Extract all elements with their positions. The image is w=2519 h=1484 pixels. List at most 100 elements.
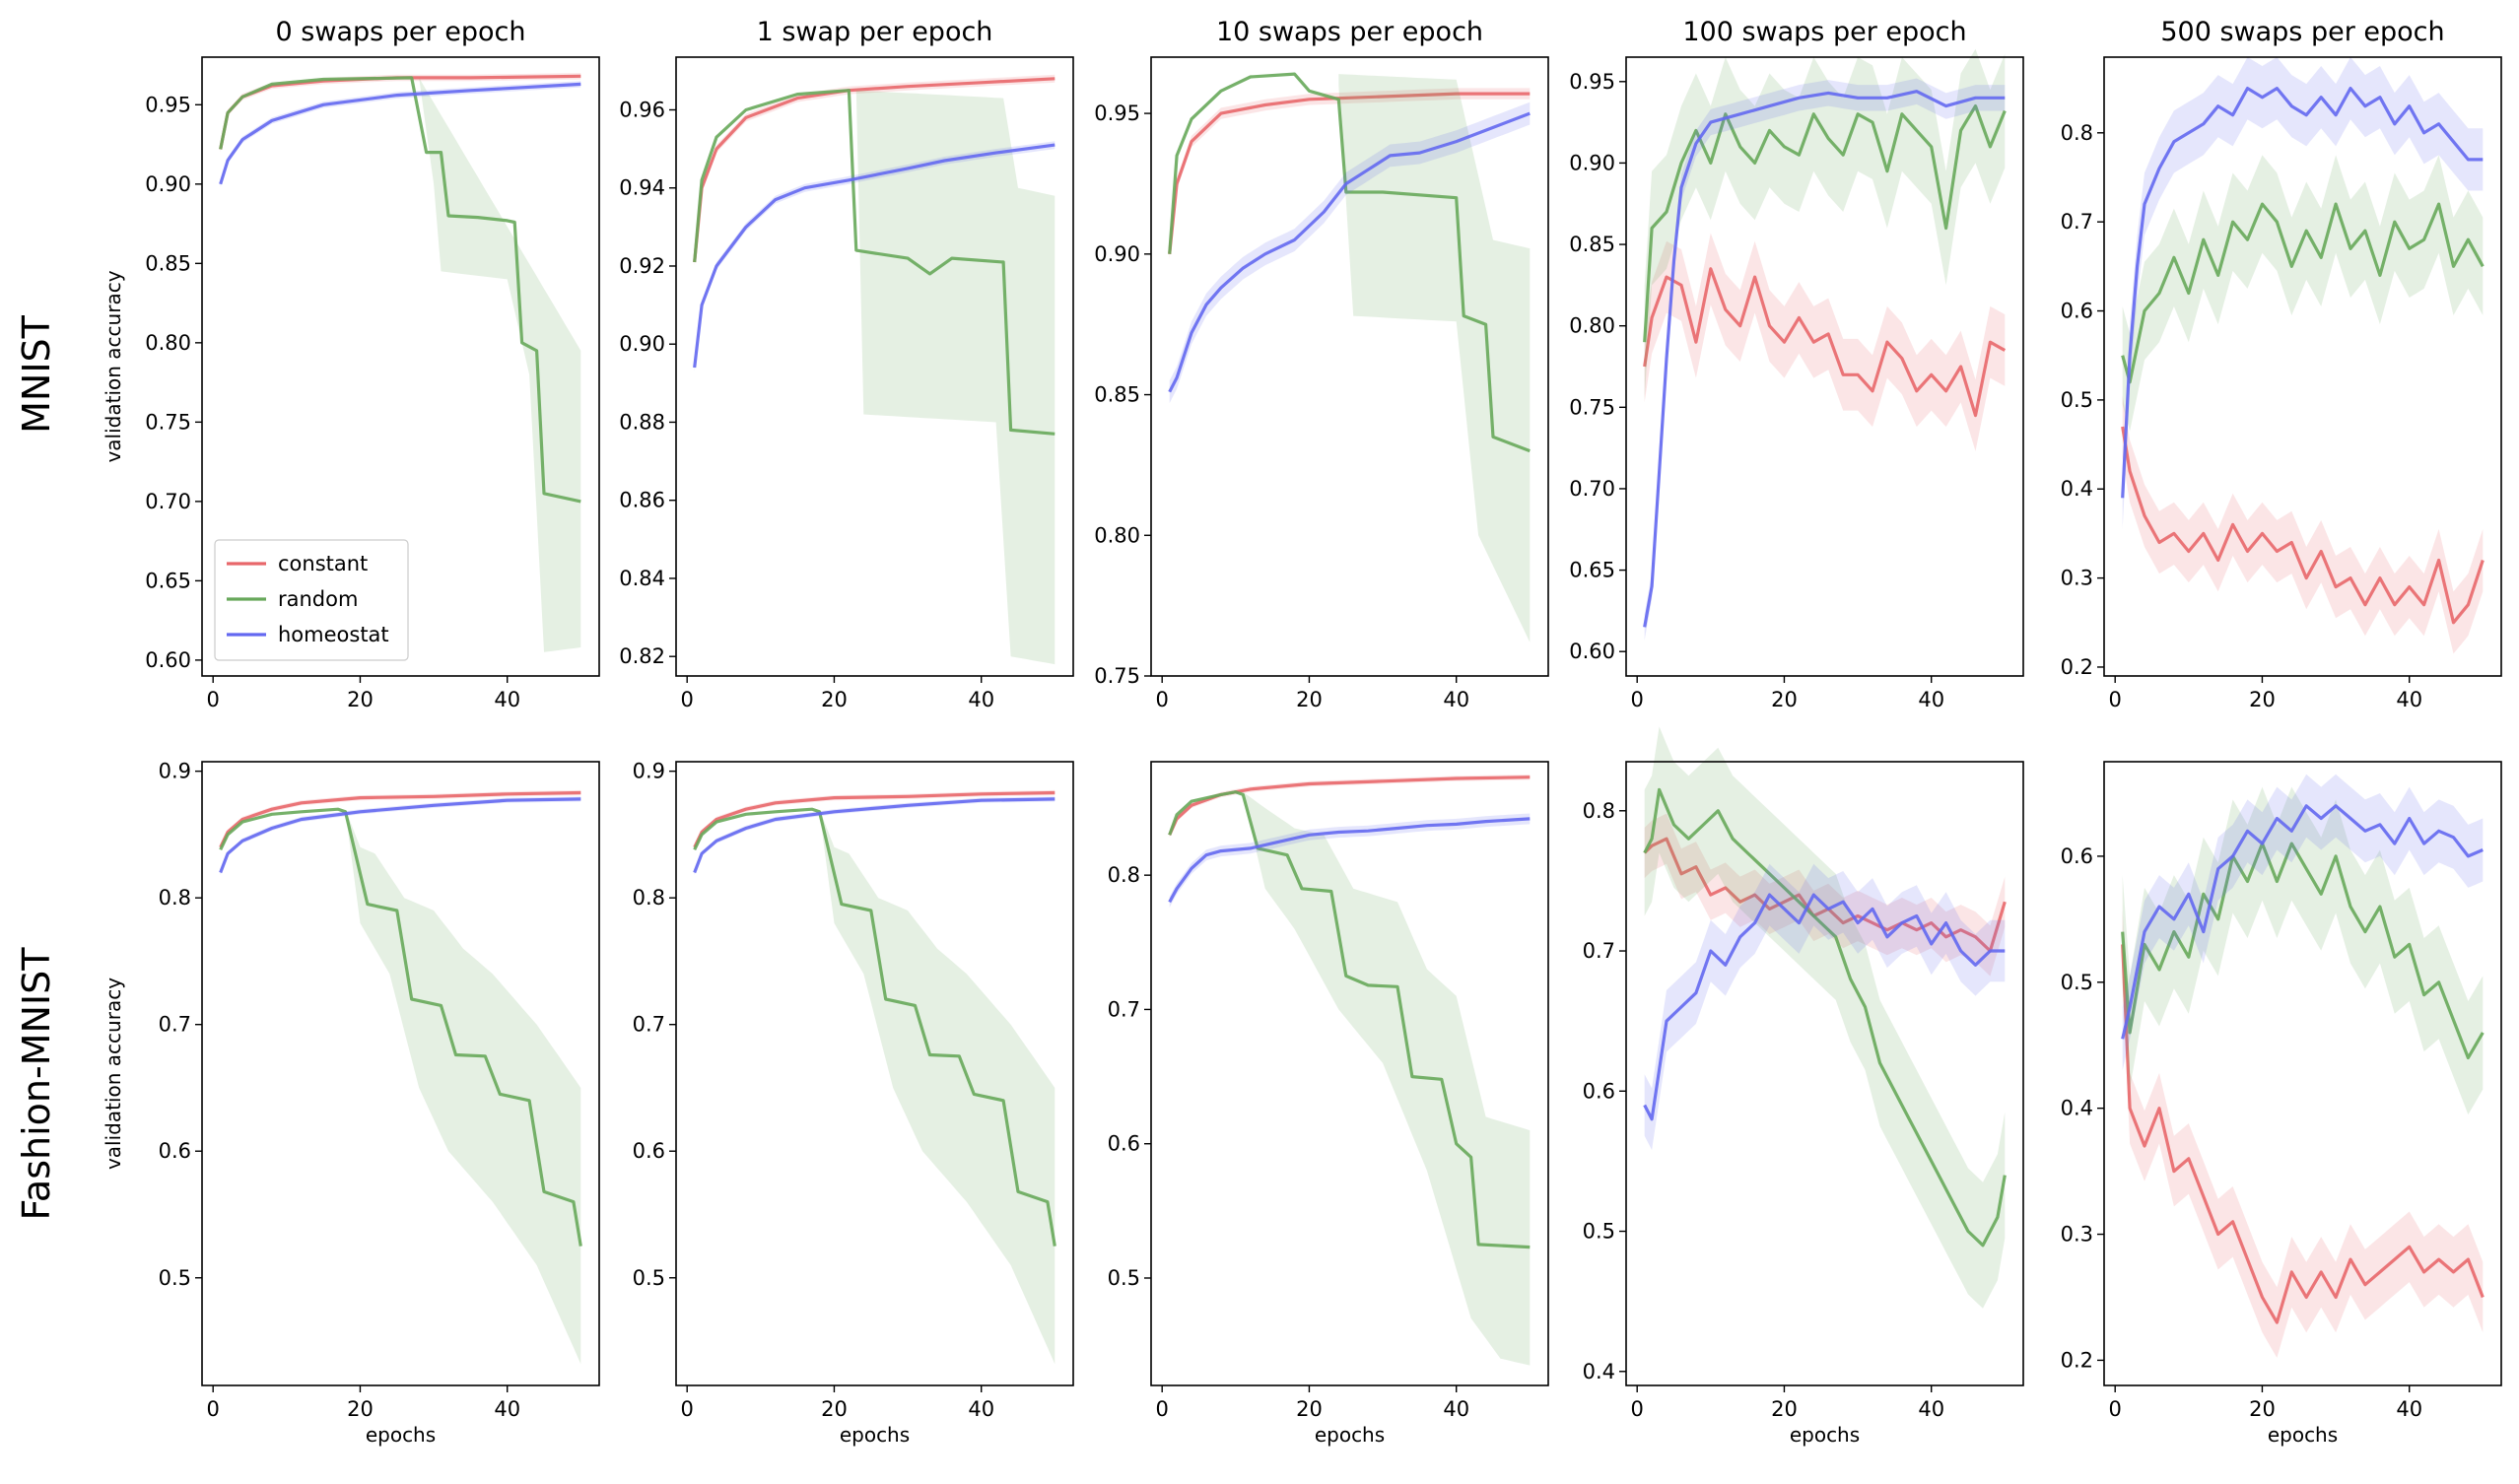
panel-title: 100 swaps per epoch	[1682, 17, 1966, 47]
x-tick-label: 0	[2109, 688, 2122, 711]
series-line-homeostat	[1168, 111, 1531, 393]
y-tick-label: 0.2	[2061, 655, 2093, 679]
y-tick-label: 0.5	[633, 1266, 665, 1290]
series-band-constant	[1644, 233, 2006, 451]
x-tick-label: 40	[968, 688, 994, 711]
x-tick-label: 0	[1631, 1397, 1644, 1421]
x-tick-label: 0	[1156, 1397, 1169, 1421]
series-line-random	[693, 807, 1056, 1247]
series-band-random	[819, 809, 1055, 1365]
y-tick-label: 0.80	[145, 331, 191, 355]
series-line-constant	[693, 790, 1055, 848]
series-line-random	[2121, 842, 2485, 1060]
y-tick-label: 0.70	[145, 490, 191, 513]
x-tick-label: 20	[2249, 1397, 2276, 1421]
y-tick-label: 0.88	[619, 410, 665, 434]
y-tick-label: 0.8	[1108, 863, 1140, 887]
series-line-constant	[2121, 944, 2485, 1324]
legend-label-homeostat: homeostat	[278, 623, 389, 646]
panel-title: 1 swap per epoch	[757, 17, 993, 47]
y-tick-label: 0.6	[159, 1139, 191, 1163]
y-tick-label: 0.7	[159, 1013, 191, 1037]
x-axis-label: epochs	[366, 1423, 436, 1447]
plot-frame	[1625, 56, 2024, 677]
chart-panel: 0 20 40 0.2 0.3 0.4 0.5 0.6 epochs	[2061, 761, 2502, 1447]
series-line-homeostat	[1643, 893, 2006, 1121]
y-tick-label: 0.2	[2061, 1348, 2093, 1372]
series-line-homeostat	[219, 82, 581, 185]
y-tick-label: 0.94	[619, 176, 665, 200]
y-tick-label: 0.8	[2061, 121, 2093, 145]
x-tick-label: 0	[207, 688, 220, 711]
panel-title: 0 swaps per epoch	[276, 17, 526, 47]
x-tick-label: 0	[681, 688, 694, 711]
series-band-random	[2122, 786, 2484, 1115]
y-tick-label: 0.95	[145, 93, 191, 116]
legend: constant random homeostat	[214, 539, 409, 661]
y-tick-label: 0.84	[619, 567, 665, 590]
y-tick-label: 0.5	[159, 1266, 191, 1290]
series-band-homeostat	[694, 796, 1055, 875]
x-tick-label: 0	[681, 1397, 694, 1421]
x-tick-label: 20	[1771, 688, 1798, 711]
chart-panel: 0 20 40 0.5 0.6 0.7 0.8 0.9 epochs	[633, 760, 1074, 1447]
plot-frame	[201, 56, 600, 677]
x-tick-label: 40	[968, 1397, 994, 1421]
chart-panel: 0 20 40 0.5 0.6 0.7 0.8 epochs	[1108, 761, 1549, 1447]
plot-frame	[675, 761, 1074, 1386]
panel-title: 10 swaps per epoch	[1216, 17, 1483, 47]
series-line-homeostat	[1643, 90, 2006, 628]
x-axis-label: epochs	[840, 1423, 910, 1447]
plot-frame	[675, 56, 1074, 677]
x-tick-label: 0	[1631, 688, 1644, 711]
series-line-constant	[1168, 776, 1531, 836]
x-tick-label: 40	[2396, 688, 2422, 711]
y-tick-label: 0.4	[2061, 477, 2093, 501]
y-tick-label: 0.95	[1569, 70, 1615, 94]
x-tick-label: 0	[1156, 688, 1169, 711]
series-band-constant	[2122, 909, 2484, 1358]
series-line-homeostat	[219, 797, 581, 874]
y-tick-label: 0.90	[619, 332, 665, 356]
y-tick-label: 0.60	[145, 648, 191, 672]
y-tick-label: 0.75	[145, 410, 191, 434]
plot-frame	[1150, 56, 1549, 677]
panel-grid: 0 20 400.600.650.700.750.800.850.900.950 s…	[102, 17, 2502, 1447]
x-tick-label: 20	[1296, 688, 1323, 711]
series-band-homeostat	[220, 81, 581, 187]
y-tick-label: 0.86	[619, 489, 665, 512]
y-tick-label: 0.7	[633, 1013, 665, 1037]
series-band-homeostat	[1644, 863, 2006, 1150]
series-band-random	[1644, 726, 2006, 1309]
y-tick-label: 0.60	[1569, 640, 1615, 663]
series-band-homeostat	[1169, 101, 1531, 404]
y-tick-label: 0.9	[633, 760, 665, 783]
chart-panel: 0 20 40 0.60 0.65 0.70 0.75 0.80 0.85 0.90 0.95 100…	[1569, 17, 2024, 711]
y-tick-label: 0.85	[145, 251, 191, 275]
chart-panel: 0 20 40 0.2 0.3 0.4 0.5 0.6 0.7 0.8 500 swaps per …	[2061, 17, 2502, 711]
series-line-random	[1643, 103, 2007, 343]
x-tick-label: 40	[1443, 688, 1469, 711]
series-band-random	[1338, 74, 1531, 642]
series-line-random	[693, 89, 1055, 436]
x-tick-label: 20	[1771, 1397, 1798, 1421]
series-band-random	[345, 809, 581, 1365]
y-tick-label: 0.3	[2061, 567, 2093, 590]
y-tick-label: 0.7	[2061, 210, 2093, 234]
x-tick-label: 20	[1296, 1397, 1323, 1421]
series-band-homeostat	[220, 796, 581, 875]
row-label-fashion-mnist: Fashion-MNIST	[15, 947, 58, 1221]
y-tick-label: 0.90	[1094, 242, 1140, 266]
y-axis-label: validation accuracy	[102, 978, 125, 1170]
y-tick-label: 0.4	[1583, 1360, 1615, 1383]
series-line-random	[219, 807, 582, 1247]
series-line-constant	[1168, 92, 1531, 254]
series-band-homeostat	[694, 141, 1055, 371]
series-line-homeostat	[2121, 804, 2484, 1040]
series-line-random	[1168, 790, 1531, 1249]
x-tick-label: 20	[821, 688, 848, 711]
y-tick-label: 0.6	[2061, 844, 2093, 868]
x-tick-label: 0	[207, 1397, 220, 1421]
y-tick-label: 0.95	[1094, 101, 1140, 125]
